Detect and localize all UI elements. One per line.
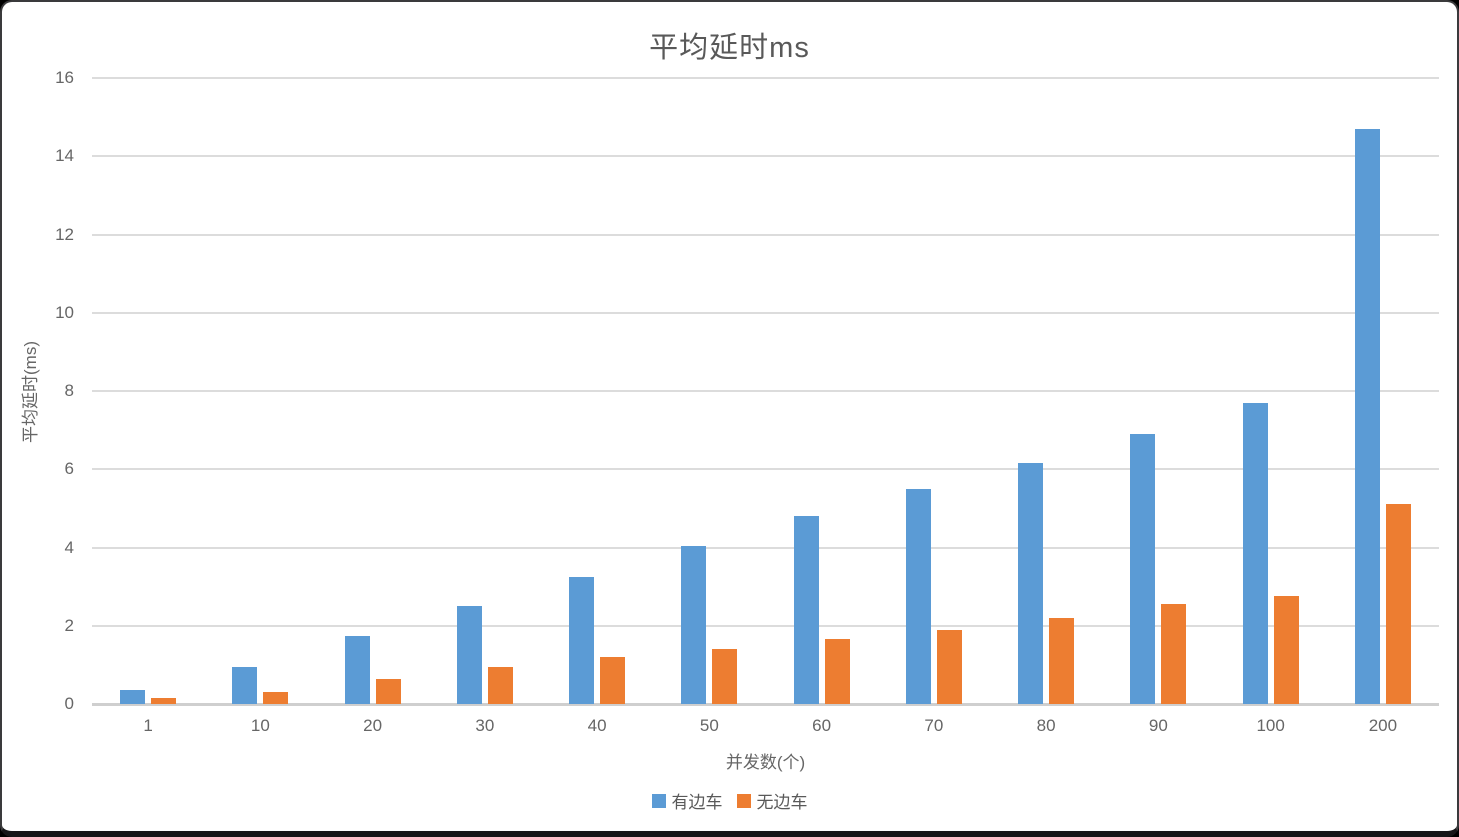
bar-无边车-100 bbox=[1273, 596, 1299, 704]
bar-有边车-20 bbox=[344, 635, 370, 704]
bar-有边车-200 bbox=[1354, 128, 1380, 704]
legend-swatch-icon bbox=[736, 793, 751, 808]
bar-无边车-40 bbox=[600, 657, 626, 704]
x-tick-label-90: 90 bbox=[1148, 716, 1168, 735]
x-tick-label-40: 40 bbox=[587, 716, 607, 735]
y-tick-label-10: 10 bbox=[55, 302, 74, 322]
bar-无边车-60 bbox=[824, 639, 850, 704]
x-tick-label-70: 70 bbox=[924, 716, 944, 735]
legend-label: 无边车 bbox=[756, 793, 808, 812]
bar-有边车-10 bbox=[232, 666, 258, 704]
bar-有边车-80 bbox=[1018, 463, 1044, 704]
bar-无边车-20 bbox=[375, 678, 401, 704]
bar-无边车-200 bbox=[1385, 504, 1411, 704]
x-axis-title: 并发数(个) bbox=[725, 753, 806, 772]
bar-无边车-50 bbox=[712, 649, 738, 704]
x-tick-label-1: 1 bbox=[143, 716, 153, 735]
y-tick-label-8: 8 bbox=[64, 381, 74, 400]
gridline-y-10 bbox=[92, 311, 1439, 314]
x-tick-label-10: 10 bbox=[250, 716, 270, 735]
bar-有边车-50 bbox=[681, 545, 707, 704]
x-tick-label-20: 20 bbox=[363, 716, 383, 735]
chart-title: 平均延时ms bbox=[649, 32, 810, 64]
gridline-y-6 bbox=[92, 468, 1439, 471]
x-tick-label-200: 200 bbox=[1368, 716, 1398, 735]
gridline-y-8 bbox=[92, 390, 1439, 392]
bar-无边车-10 bbox=[263, 692, 289, 704]
bar-无边车-1 bbox=[151, 698, 177, 704]
legend-label: 有边车 bbox=[671, 793, 723, 812]
legend-item-无边车: 无边车 bbox=[736, 788, 808, 813]
bar-有边车-60 bbox=[793, 516, 819, 704]
bar-无边车-90 bbox=[1161, 604, 1187, 704]
bar-有边车-1 bbox=[120, 690, 146, 704]
x-tick-label-100: 100 bbox=[1256, 716, 1285, 735]
y-tick-label-0: 0 bbox=[64, 694, 74, 713]
x-tick-label-30: 30 bbox=[475, 716, 495, 735]
bar-有边车-70 bbox=[905, 488, 931, 704]
legend: 有边车 无边车 bbox=[2, 788, 1457, 813]
gridline-y-12 bbox=[92, 233, 1439, 236]
legend-item-有边车: 有边车 bbox=[651, 788, 723, 813]
bar-无边车-70 bbox=[936, 629, 962, 704]
gridline-y-16 bbox=[92, 77, 1439, 79]
bar-无边车-80 bbox=[1049, 617, 1075, 704]
y-tick-label-16: 16 bbox=[55, 68, 74, 87]
gridline-y-2 bbox=[92, 624, 1439, 627]
plot-area bbox=[92, 77, 1439, 706]
x-tick-label-50: 50 bbox=[699, 716, 719, 735]
bar-有边车-30 bbox=[456, 606, 482, 704]
x-tick-label-60: 60 bbox=[812, 716, 832, 735]
legend-swatch-icon bbox=[651, 793, 666, 808]
gridline-y-4 bbox=[92, 546, 1439, 549]
y-tick-label-2: 2 bbox=[64, 615, 74, 635]
y-tick-label-12: 12 bbox=[55, 224, 74, 244]
x-tick-label-80: 80 bbox=[1036, 716, 1056, 735]
bar-有边车-90 bbox=[1130, 434, 1156, 704]
y-tick-label-6: 6 bbox=[64, 459, 74, 479]
bar-无边车-30 bbox=[487, 666, 513, 704]
y-tick-label-4: 4 bbox=[64, 537, 74, 557]
x-axis-line bbox=[92, 703, 1439, 706]
bar-有边车-100 bbox=[1242, 402, 1268, 704]
bar-有边车-40 bbox=[569, 576, 595, 704]
y-tick-label-14: 14 bbox=[55, 146, 74, 166]
gridline-y-14 bbox=[92, 155, 1439, 158]
